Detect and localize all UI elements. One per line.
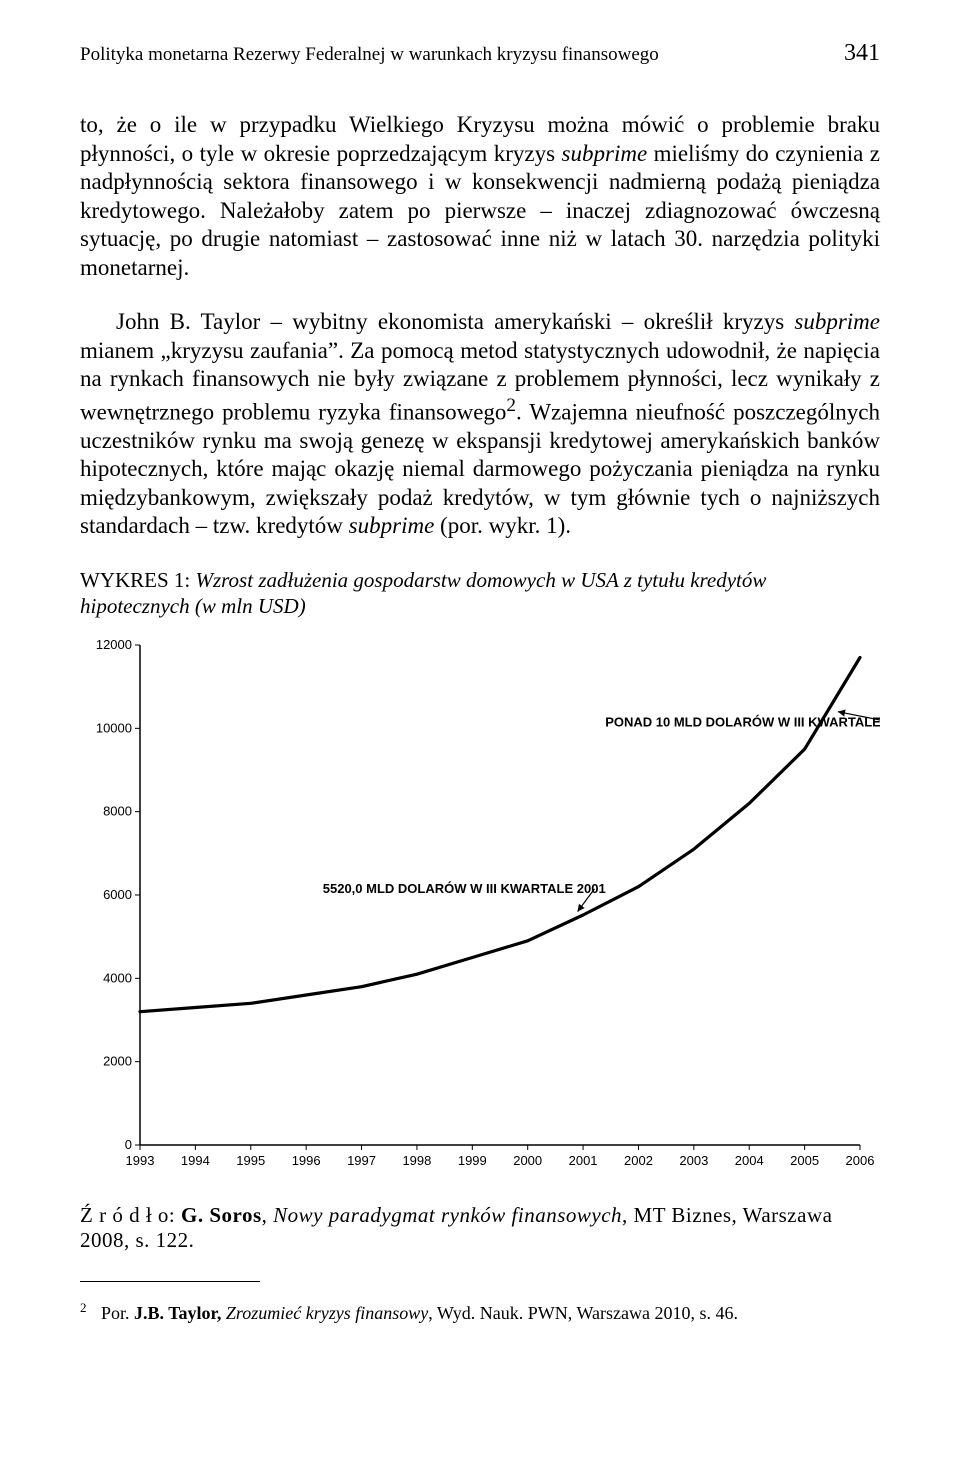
footnote-number: 2 [80,1300,87,1315]
svg-text:2003: 2003 [679,1153,708,1168]
svg-text:1996: 1996 [292,1153,321,1168]
svg-text:0: 0 [125,1137,132,1152]
svg-text:2000: 2000 [513,1153,542,1168]
svg-text:10000: 10000 [96,721,132,736]
paragraph-2: John B. Taylor – wybitny ekonomista amer… [80,308,880,541]
svg-text:PONAD 10 MLD DOLARÓW W III KWA: PONAD 10 MLD DOLARÓW W III KWARTALE 2006 [605,715,880,730]
svg-text:2001: 2001 [569,1153,598,1168]
svg-text:1994: 1994 [181,1153,210,1168]
svg-text:2004: 2004 [735,1153,764,1168]
figure-source: Ź r ó d ł o: G. Soros, Nowy paradygmat r… [80,1203,880,1253]
svg-text:2000: 2000 [103,1054,132,1069]
svg-text:2005: 2005 [790,1153,819,1168]
svg-text:1993: 1993 [126,1153,155,1168]
svg-text:2006: 2006 [846,1153,875,1168]
running-title: Polityka monetarna Rezerwy Federalnej w … [80,44,659,66]
running-header: Polityka monetarna Rezerwy Federalnej w … [80,40,880,67]
line-chart: 0 2000 4000 6000 8000 10000 12000 1993 1994 1995 1… [80,625,880,1185]
footnote-rule [80,1281,260,1282]
footnote: 2 Por. J.B. Taylor, Zrozumieć kryzys fin… [80,1300,880,1325]
page-number: 341 [844,40,880,67]
svg-text:1997: 1997 [347,1153,376,1168]
svg-text:1998: 1998 [402,1153,431,1168]
svg-text:5520,0 MLD DOLARÓW W III KWART: 5520,0 MLD DOLARÓW W III KWARTALE 2001 [323,881,606,896]
svg-text:4000: 4000 [103,971,132,986]
svg-text:8000: 8000 [103,804,132,819]
svg-text:2002: 2002 [624,1153,653,1168]
svg-text:6000: 6000 [103,887,132,902]
svg-text:1995: 1995 [236,1153,265,1168]
paragraph-1: to, że o ile w przypadku Wielkiego Kryzy… [80,111,880,282]
chart-svg: 0 2000 4000 6000 8000 10000 12000 1993 1994 1995 1… [80,625,880,1185]
svg-text:12000: 12000 [96,637,132,652]
svg-text:1999: 1999 [458,1153,487,1168]
figure-caption: WYKRES 1: Wzrost zadłużenia gospodarstw … [80,567,880,620]
footnote-text: Por. J.B. Taylor, Zrozumieć kryzys finan… [101,1303,738,1323]
